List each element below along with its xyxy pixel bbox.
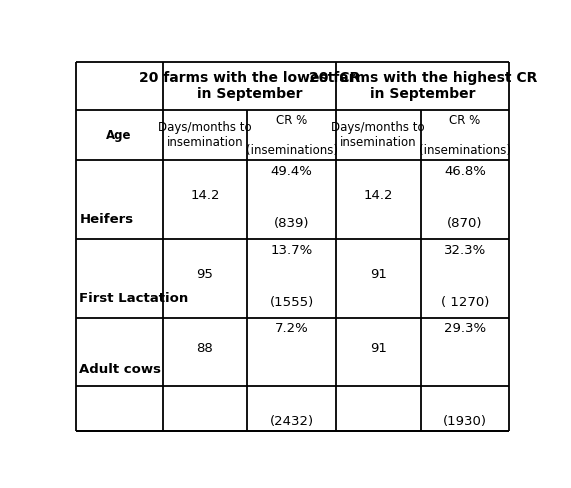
Text: Days/months to
insemination: Days/months to insemination <box>332 121 425 149</box>
Text: 32.3%: 32.3% <box>444 244 486 258</box>
Text: CR %

(inseminations): CR % (inseminations) <box>419 114 511 157</box>
Text: 20 farms with the highest CR
in September: 20 farms with the highest CR in Septembe… <box>308 71 537 102</box>
Text: (870): (870) <box>447 217 482 230</box>
Text: 13.7%: 13.7% <box>271 244 313 258</box>
Text: CR %

(inseminations): CR % (inseminations) <box>246 114 337 157</box>
Text: 49.4%: 49.4% <box>271 165 312 178</box>
Text: 95: 95 <box>196 268 213 281</box>
Text: (839): (839) <box>274 217 309 230</box>
Text: Age: Age <box>106 128 132 142</box>
Text: 14.2: 14.2 <box>364 189 393 202</box>
Text: Days/months to
insemination: Days/months to insemination <box>158 121 252 149</box>
Text: 14.2: 14.2 <box>190 189 220 202</box>
Text: 7.2%: 7.2% <box>275 322 308 335</box>
Text: 91: 91 <box>370 268 387 281</box>
Text: 91: 91 <box>370 343 387 355</box>
Text: 20 farms with the lowest CR
in September: 20 farms with the lowest CR in September <box>139 71 360 102</box>
Text: First Lactation: First Lactation <box>79 292 188 305</box>
Text: Heifers: Heifers <box>79 213 134 226</box>
Text: (1930): (1930) <box>443 415 487 428</box>
Text: (2432): (2432) <box>270 415 313 428</box>
Text: (1555): (1555) <box>270 296 313 309</box>
Text: 46.8%: 46.8% <box>444 165 486 178</box>
Text: ( 1270): ( 1270) <box>441 296 489 309</box>
Text: Adult cows: Adult cows <box>79 363 162 376</box>
Text: 29.3%: 29.3% <box>444 322 486 335</box>
Text: 88: 88 <box>196 343 213 355</box>
